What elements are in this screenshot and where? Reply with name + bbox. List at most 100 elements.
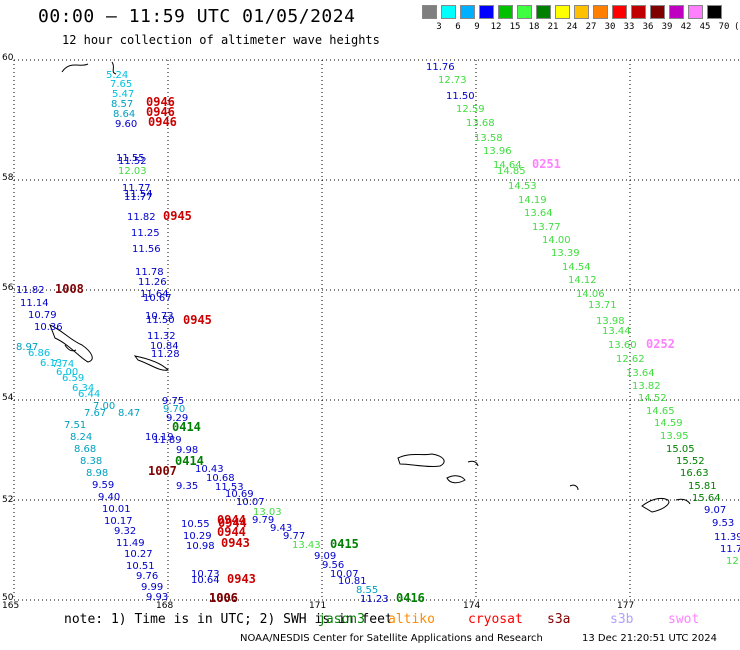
wave-height-label: 11.82	[127, 212, 156, 223]
scale-swatch	[498, 5, 513, 19]
pass-time-label: 0943	[227, 572, 256, 586]
wave-height-label: 9.93	[146, 592, 168, 603]
island-near-52-6	[397, 453, 445, 468]
wave-height-label: 10.79	[28, 310, 57, 321]
wave-height-label: 9.35	[176, 481, 198, 492]
scale-label: 42	[680, 22, 692, 32]
island-far-east-2	[675, 498, 691, 505]
page-subtitle: 12 hour collection of altimeter wave hei…	[62, 33, 380, 47]
lat-label-52: 52	[2, 495, 14, 505]
scale-label: (ft)	[734, 22, 740, 32]
scale-swatch	[593, 5, 608, 19]
island-52-4	[446, 475, 466, 484]
scale-label: 18	[528, 22, 540, 32]
wave-height-label: 11.78	[135, 267, 164, 278]
wave-height-label: 14.85	[497, 166, 526, 177]
wave-height-label: 9.59	[92, 480, 114, 491]
pass-time-label: 0414	[175, 454, 204, 468]
pass-time-label: 1008	[55, 282, 84, 296]
wave-height-label: 13.39	[551, 248, 580, 259]
wave-height-label: 11.49	[116, 538, 145, 549]
wave-height-label: 9.98	[176, 445, 198, 456]
wave-height-label: 13.58	[474, 133, 503, 144]
wave-height-label: 6.34	[72, 383, 94, 394]
pass-time-label: 0944	[217, 525, 246, 539]
wave-height-label: 10.43	[195, 464, 224, 475]
lon-label-177: 177	[617, 601, 635, 611]
scale-swatch	[669, 5, 684, 19]
wave-height-label: 10.01	[102, 504, 131, 515]
scale-label: 27	[585, 22, 597, 32]
wave-height-label: 11.32	[147, 331, 176, 342]
wave-height-label: 10.07	[330, 569, 359, 580]
wave-height-label: 12.59	[456, 104, 485, 115]
wave-height-label: 13.43	[292, 540, 321, 551]
scale-swatch	[517, 5, 532, 19]
wave-height-label: 15.64	[692, 493, 721, 504]
satellite-legend-item: jason3	[318, 612, 365, 627]
scale-swatch	[555, 5, 570, 19]
wave-height-label: 6.44	[78, 389, 100, 400]
credit-line: NOAA/NESDIS Center for Satellite Applica…	[240, 633, 543, 644]
pass-time-label: 0415	[330, 537, 359, 551]
page-title: 00:00 — 11:59 UTC 01/05/2024	[38, 6, 356, 27]
wave-height-label: 8.57	[111, 99, 133, 110]
wave-height-label: 11.53	[215, 482, 244, 493]
wave-height-label: 10.84	[150, 341, 179, 352]
wave-height-label: 10.98	[186, 541, 215, 552]
wave-height-label: 15.52	[676, 456, 705, 467]
pass-time-label: 0943	[221, 536, 250, 550]
satellite-legend-item: altiko	[388, 612, 435, 627]
wave-height-label: 11.64	[140, 289, 169, 300]
wave-height-label: 13.95	[660, 431, 689, 442]
scale-label: 3	[436, 22, 442, 32]
satellite-legend-item: swot	[668, 612, 700, 627]
wave-height-label: 8.24	[70, 432, 92, 443]
lat-label-58: 58	[2, 173, 14, 183]
scale-label: 9	[474, 22, 480, 32]
island-55-mid	[133, 355, 169, 371]
wave-height-label: 9.75	[162, 396, 184, 407]
scale-swatch	[650, 5, 665, 19]
scale-label: 12	[490, 22, 502, 32]
wave-height-label: 11.39	[714, 532, 740, 543]
wave-height-label: 11.28	[151, 349, 180, 360]
pass-time-label: 1006	[209, 591, 238, 605]
pass-time-label: 0944	[217, 513, 246, 527]
wave-height-label: 9.09	[314, 551, 336, 562]
wave-height-label: 16.63	[680, 468, 709, 479]
scale-label: 6	[455, 22, 461, 32]
wave-height-label: 7.51	[64, 420, 86, 431]
wave-height-label: 10.51	[126, 561, 155, 572]
scale-label: 36	[642, 22, 654, 32]
wave-height-label: 9.60	[115, 119, 137, 130]
wave-height-label: 13.96	[483, 146, 512, 157]
wave-height-label: 6.13	[40, 358, 62, 369]
lat-lon-grid	[13, 59, 740, 601]
wave-height-label: 12	[726, 556, 739, 567]
scale-label: 15	[509, 22, 521, 32]
wave-height-label: 7.74	[52, 359, 74, 370]
wave-height-label: 6.86	[28, 348, 50, 359]
lon-label-165: 165	[2, 601, 20, 611]
wave-height-label: 14.52	[638, 393, 667, 404]
wave-height-label: 10.07	[236, 497, 265, 508]
wave-height-label: 11.26	[138, 277, 167, 288]
pass-time-label: 0416	[396, 591, 425, 605]
pass-time-label: 0946	[146, 105, 175, 119]
wave-height-label: 11.54	[124, 189, 153, 200]
wave-height-label: 11.77	[124, 192, 153, 203]
wave-height-label: 11.56	[132, 244, 161, 255]
lat-label-60: 60	[2, 53, 14, 63]
pass-time-label: 0252	[646, 337, 675, 351]
lon-label-174: 174	[463, 601, 481, 611]
wave-height-label: 10.27	[124, 549, 153, 560]
wave-height-label: 12.73	[438, 75, 467, 86]
wave-height-label: 15.81	[688, 481, 717, 492]
wave-height-label: 9.76	[136, 571, 158, 582]
lat-label-50: 50	[2, 593, 14, 603]
wave-height-label: 13.64	[626, 368, 655, 379]
wave-height-label: 14.64	[493, 160, 522, 171]
lat-label-56: 56	[2, 283, 14, 293]
